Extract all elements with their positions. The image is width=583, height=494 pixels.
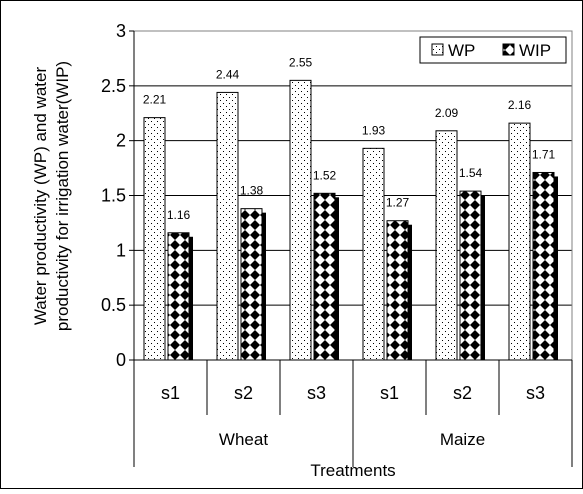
data-label: 2.55 [289,55,313,69]
y-tick-label: 1 [116,240,126,260]
x-axis-title: Treatments [310,461,395,480]
data-label: 2.16 [508,98,532,112]
bar-wip [386,220,409,361]
bar-wip [240,208,263,361]
bar-wp [435,130,458,361]
data-label: 2.21 [143,93,167,107]
data-label: 1.54 [459,166,483,180]
bar-wp [216,91,239,361]
data-label: 1.27 [386,196,410,210]
x-category-label: s2 [453,383,472,403]
legend-box [419,36,567,64]
bar-wip [532,171,555,361]
data-label: 2.09 [435,106,459,120]
x-category-label: s1 [161,383,180,403]
x-category-label: s3 [307,383,326,403]
bar-wip [313,192,336,361]
data-label: 2.44 [216,67,240,81]
y-tick-label: 0 [116,350,126,370]
bar-wip [459,190,482,361]
y-tick-label: 2 [116,131,126,151]
bar-wp [143,117,166,361]
bar-wip [167,232,190,361]
y-tick-label: 0.5 [101,295,126,315]
legend-swatch-wip [502,43,515,56]
x-category-label: s1 [380,383,399,403]
bar-wp [508,122,531,361]
data-label: 1.52 [313,168,337,182]
x-category-label: s3 [526,383,545,403]
x-category-label: s2 [234,383,253,403]
legend-swatch-wp [431,43,444,56]
legend-label: WIP [519,41,551,60]
bar-wp [362,147,385,361]
x-group-label: Wheat [219,430,268,449]
data-label: 1.71 [532,147,556,161]
legend-label: WP [448,41,475,60]
y-tick-label: 3 [116,21,126,41]
bar-wp [289,79,312,361]
y-tick-label: 1.5 [101,186,126,206]
y-tick-label: 2.5 [101,76,126,96]
data-label: 1.38 [240,184,264,198]
data-label: 1.93 [362,123,386,137]
x-group-label: Maize [440,430,485,449]
data-label: 1.16 [167,208,191,222]
y-axis-title: Water productivity (WP) and water product… [31,61,72,331]
